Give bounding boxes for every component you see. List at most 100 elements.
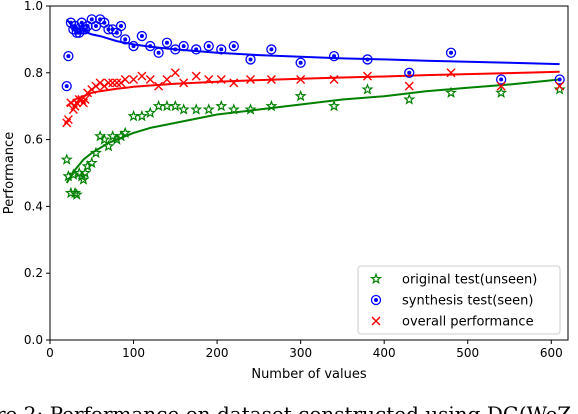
data-point (162, 74, 172, 84)
data-point (202, 103, 215, 115)
y-tick-label: 0.8 (24, 66, 43, 80)
figure-caption: re 2: Performance on dataset constructed… (0, 402, 578, 414)
data-point (446, 68, 456, 78)
data-point (135, 109, 148, 122)
data-point (362, 71, 372, 81)
data-point (177, 103, 190, 115)
data-point (79, 166, 92, 179)
y-tick-label: 0.4 (24, 199, 43, 213)
data-point (80, 95, 90, 105)
data-point (137, 71, 147, 81)
data-point (145, 74, 155, 84)
fit-curves (65, 18, 560, 184)
legend-label: synthesis test(seen) (402, 294, 533, 309)
data-point (102, 139, 115, 152)
data-point (204, 74, 214, 84)
data-point (169, 99, 182, 112)
data-point (179, 78, 189, 88)
plot-frame (49, 5, 569, 341)
data-point (89, 146, 102, 159)
data-point (245, 54, 256, 65)
data-point (266, 44, 277, 55)
data-point (362, 54, 373, 65)
data-point (215, 99, 228, 112)
y-axis-label: Performance (2, 132, 17, 214)
data-point (190, 103, 203, 115)
fit-curve (65, 78, 560, 184)
data-point (229, 78, 239, 88)
data-point (404, 81, 414, 91)
y-tick-label: 0.2 (24, 266, 43, 280)
series-star (60, 83, 566, 200)
data-point (445, 47, 457, 58)
data-point (85, 156, 98, 169)
data-point (119, 126, 132, 139)
data-point (77, 173, 90, 185)
legend-label: original test(unseen) (402, 273, 537, 288)
data-points (60, 14, 566, 200)
data-point (70, 188, 83, 200)
x-tick-label: 600 (540, 346, 563, 360)
data-point (216, 44, 227, 55)
data-point (128, 40, 139, 52)
data-point (108, 78, 118, 88)
data-point (554, 74, 565, 85)
data-point (265, 99, 278, 112)
data-point (170, 68, 180, 78)
data-point (90, 20, 102, 32)
data-point (403, 93, 416, 105)
data-point (60, 153, 73, 165)
data-point (329, 74, 339, 84)
x-tick-label: 400 (373, 346, 396, 360)
data-point (161, 37, 173, 48)
data-point (216, 74, 226, 84)
y-axis-ticks: 0.0 0.2 0.4 0.6 0.8 1.0 (24, 0, 50, 347)
data-point (76, 17, 87, 28)
data-point (553, 83, 566, 95)
data-point (404, 67, 415, 78)
data-point (178, 40, 189, 52)
data-point (295, 57, 306, 68)
data-point (120, 74, 130, 84)
legend-label: overall performance (402, 315, 534, 330)
data-point (191, 71, 201, 81)
data-point (246, 74, 256, 84)
data-point (144, 106, 157, 118)
data-point (370, 272, 382, 285)
data-point (203, 40, 214, 52)
data-point (112, 78, 122, 88)
data-point (328, 50, 340, 62)
x-tick-label: 100 (122, 346, 145, 360)
data-point (63, 115, 73, 125)
data-point (496, 81, 506, 91)
x-axis-ticks: 0 100 200 300 400 500 600 (46, 340, 563, 360)
data-point (136, 30, 148, 42)
data-point (228, 40, 239, 52)
data-point (127, 109, 140, 122)
x-tick-label: 500 (456, 346, 479, 360)
data-point (496, 74, 507, 85)
data-point (153, 47, 164, 58)
x-tick-label: 300 (289, 346, 312, 360)
y-tick-label: 1.0 (24, 0, 43, 13)
legend-box (357, 265, 561, 335)
data-point (361, 83, 374, 95)
y-tick-label: 0.6 (24, 133, 43, 147)
data-point (294, 89, 307, 102)
data-point (555, 81, 565, 91)
series-circled-dot (61, 14, 565, 92)
data-point (98, 133, 111, 145)
data-point (445, 86, 458, 98)
data-point (129, 74, 139, 84)
data-point (103, 78, 113, 88)
data-point (154, 81, 164, 91)
data-point (152, 99, 165, 112)
fit-curve (65, 18, 560, 66)
data-point (296, 74, 306, 84)
data-point (160, 99, 173, 112)
legend: original test(unseen) synthesis test(seen… (357, 265, 561, 335)
data-point (266, 74, 276, 84)
data-point (61, 81, 72, 92)
x-tick-label: 200 (206, 346, 229, 360)
